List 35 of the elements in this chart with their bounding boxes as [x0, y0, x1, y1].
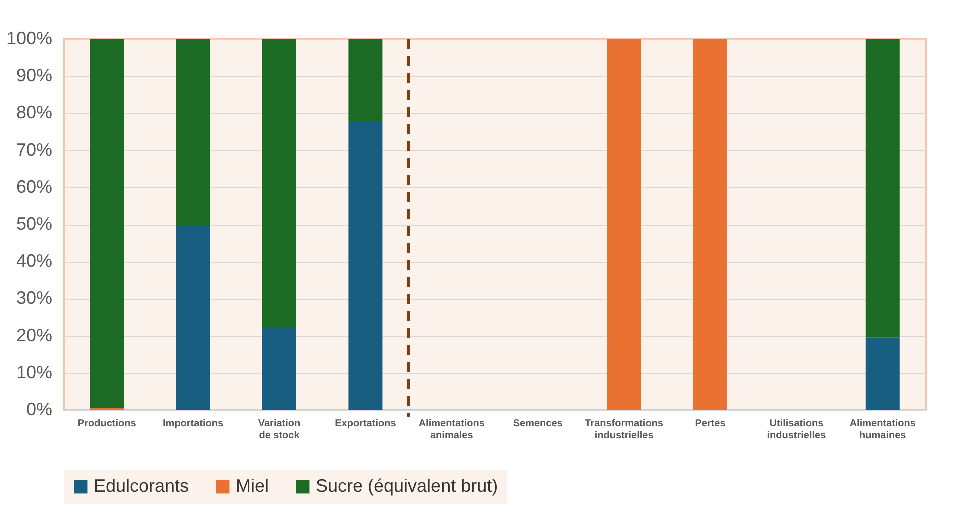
x-tick-label: Variation de stock	[258, 418, 301, 442]
legend-label: Sucre (équivalent brut)	[316, 476, 498, 496]
y-tick-label: 30%	[16, 288, 52, 308]
y-tick-label: 10%	[16, 362, 52, 382]
bar	[866, 39, 900, 338]
bar	[176, 226, 210, 410]
bar	[262, 39, 296, 328]
x-tick-label: Productions	[78, 418, 137, 430]
y-tick-label: 80%	[16, 102, 52, 123]
bar	[866, 338, 900, 410]
bar	[348, 39, 383, 122]
x-tick-label: Utilisations industrielles	[767, 418, 827, 442]
y-tick-label: 40%	[16, 251, 52, 272]
legend-label: Edulcorants	[94, 476, 190, 496]
y-tick-label: 50%	[16, 214, 52, 234]
y-tick-label: 70%	[16, 140, 52, 160]
y-tick-label: 0%	[26, 400, 52, 420]
x-tick-label: Importations	[163, 418, 224, 430]
y-tick-label: 100%	[6, 28, 52, 48]
x-tick-label: Pertes	[695, 418, 726, 430]
bar	[262, 328, 296, 410]
y-tick-label: 90%	[16, 66, 52, 86]
bar	[90, 39, 124, 408]
x-tick-label: Alimentations animales	[418, 418, 486, 442]
bar	[176, 39, 210, 226]
x-tick-label: Exportations	[335, 418, 397, 430]
x-tick-label: Alimentations humaines	[850, 418, 916, 442]
bar	[694, 39, 728, 410]
bar	[348, 122, 383, 410]
legend-label: Miel	[236, 476, 270, 496]
x-tick-label: Semences	[513, 418, 564, 430]
y-tick-label: 20%	[16, 325, 52, 346]
y-tick-label: 60%	[16, 176, 52, 197]
bar	[607, 39, 642, 410]
x-tick-label: Transformations industrielles	[585, 418, 664, 442]
